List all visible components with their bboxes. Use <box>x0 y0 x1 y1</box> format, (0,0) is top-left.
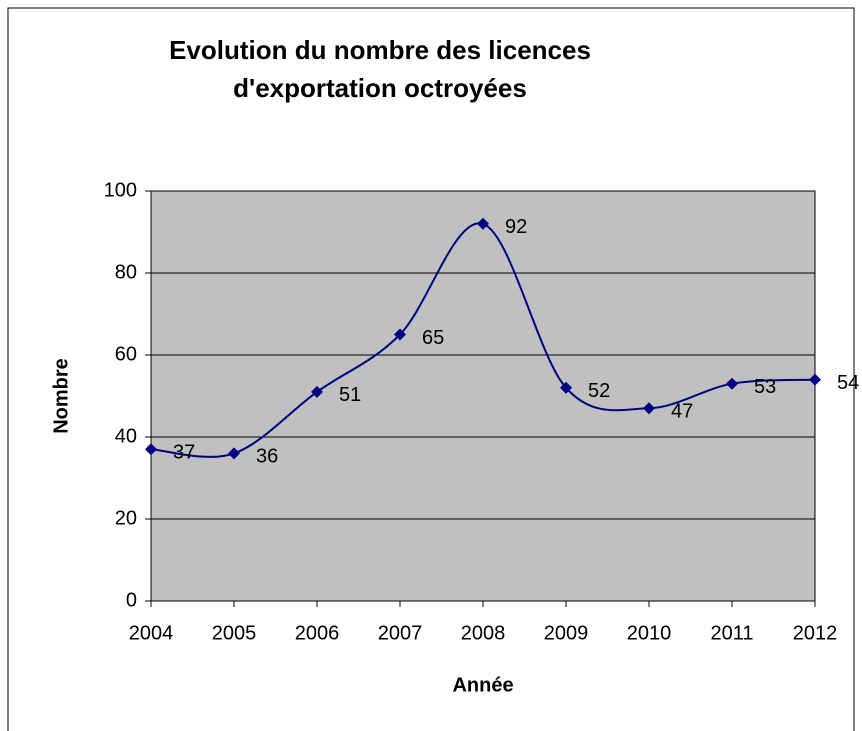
data-label: 36 <box>256 446 278 468</box>
x-tick-label: 2010 <box>627 622 672 644</box>
y-axis-label: Nombre <box>50 358 72 434</box>
marker <box>145 443 157 456</box>
marker <box>228 447 240 460</box>
data-label: 54 <box>837 372 859 394</box>
x-tick-label: 2006 <box>295 622 340 644</box>
marker <box>643 402 655 415</box>
x-axis-label: Année <box>452 674 513 696</box>
x-tick-label: 2004 <box>129 622 174 644</box>
chart-title: Evolution du nombre des licences <box>169 35 591 65</box>
x-tick-label: 2008 <box>461 622 506 644</box>
x-tick-label: 2009 <box>544 622 589 644</box>
x-tick-label: 2011 <box>710 622 753 644</box>
marker <box>394 328 406 341</box>
y-tick-label: 40 <box>115 425 137 447</box>
data-label: 53 <box>754 376 776 398</box>
x-tick-label: 2005 <box>212 622 257 644</box>
marker <box>726 377 738 390</box>
chart-title: d'exportation octroyées <box>233 73 527 103</box>
marker <box>477 217 489 230</box>
y-tick-label: 80 <box>115 261 137 283</box>
marker <box>311 385 323 398</box>
y-tick-label: 100 <box>104 179 137 201</box>
data-label: 47 <box>671 401 693 423</box>
x-tick-label: 2012 <box>793 622 838 644</box>
marker <box>560 381 572 394</box>
data-label: 92 <box>505 216 527 238</box>
data-label: 37 <box>173 442 195 464</box>
y-tick-label: 20 <box>115 507 137 529</box>
plot-area <box>151 191 815 601</box>
data-label: 65 <box>422 327 444 349</box>
data-label: 52 <box>588 380 610 402</box>
y-tick-label: 60 <box>115 343 137 365</box>
x-tick-label: 2007 <box>378 622 423 644</box>
marker <box>809 373 821 386</box>
data-label: 51 <box>339 384 361 406</box>
y-tick-label: 0 <box>126 589 137 611</box>
